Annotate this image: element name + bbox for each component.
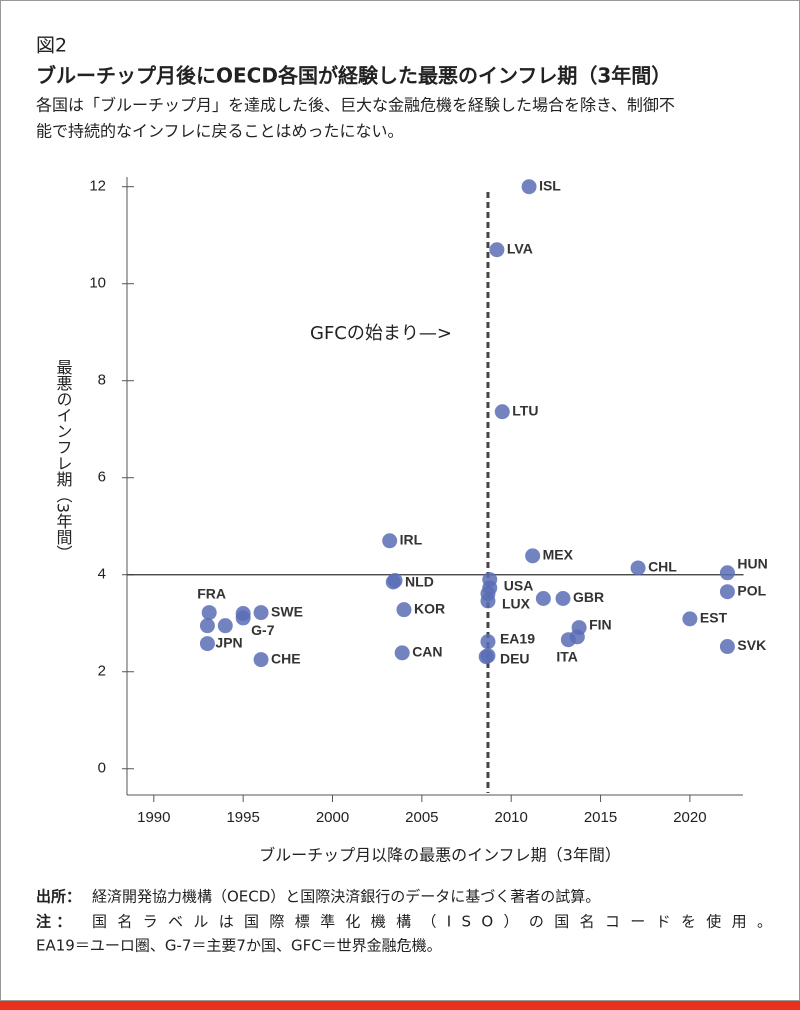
y-tick-label: 10	[89, 275, 106, 292]
point	[385, 574, 401, 590]
figure-label: 図2	[36, 35, 67, 57]
chart-title: ブルーチップ月後にOECD各国が経験した最悪のインフレ期（3年間）	[36, 64, 671, 88]
y-tick-label: 6	[98, 469, 106, 486]
point-label: EA19	[500, 630, 535, 646]
point-label: LTU	[512, 402, 538, 418]
point	[525, 548, 541, 564]
note: EA19＝ユーロ圏、G-7＝主要7か国、GFC＝世界金融危機。	[36, 937, 442, 955]
subtitle: 各国は「ブルーチップ月」を達成した後、巨大な金融危機を経験した場合を除き、制御不	[36, 96, 675, 115]
point-label: HUN	[737, 555, 767, 571]
point	[235, 610, 251, 626]
point	[535, 590, 551, 606]
x-axis-label: ブルーチップ月以降の最悪のインフレ期（3年間）	[259, 846, 621, 865]
point-label: LUX	[502, 595, 531, 611]
point-label: ITA	[556, 648, 578, 664]
point	[199, 618, 215, 634]
point	[630, 560, 646, 576]
point	[555, 590, 571, 606]
point-label: JPN	[215, 634, 242, 650]
point-label: GBR	[573, 589, 604, 605]
point	[478, 649, 494, 665]
point-label: DEU	[500, 650, 530, 666]
point	[480, 593, 496, 609]
x-tick-label: 2000	[316, 809, 349, 826]
point-label: ISL	[539, 177, 561, 193]
point-label: NLD	[405, 573, 434, 589]
point	[521, 179, 537, 195]
point	[217, 618, 233, 634]
point-label: FIN	[589, 616, 612, 632]
point-label: EST	[700, 610, 728, 626]
point-label: LVA	[507, 240, 533, 256]
x-tick-label: 2020	[673, 809, 706, 826]
bottom-bar	[0, 1001, 800, 1010]
point-label: CAN	[412, 644, 442, 660]
point-label: KOR	[414, 600, 445, 616]
point	[253, 652, 269, 668]
x-tick-label: 1995	[226, 809, 259, 826]
point-label: POL	[737, 582, 766, 598]
point	[719, 565, 735, 581]
point-label: IRL	[400, 531, 423, 547]
source-label: 出所：	[36, 888, 81, 906]
point-label: SVK	[737, 637, 766, 653]
point-label: MEX	[543, 547, 574, 563]
point	[199, 636, 215, 652]
note: 国名ラベルは国際標準化機構（ISO）の国名コードを使用。	[92, 913, 772, 931]
x-tick-label: 2010	[495, 809, 528, 826]
point	[480, 634, 496, 650]
point-label: CHE	[271, 650, 301, 666]
point	[682, 611, 698, 627]
y-tick-label: 4	[98, 566, 106, 583]
y-tick-label: 0	[98, 760, 106, 777]
x-tick-label: 1990	[137, 809, 170, 826]
point-label: G-7	[251, 622, 275, 638]
point	[494, 404, 510, 420]
subtitle: 能で持続的なインフレに戻ることはめったにない。	[36, 122, 404, 141]
point-label: USA	[504, 577, 534, 593]
y-axis-label: 最悪のインフレ期（3年間）	[54, 359, 73, 561]
y-tick-label: 2	[98, 663, 106, 680]
y-tick-label: 12	[89, 178, 106, 195]
point	[382, 533, 398, 549]
source: 経済開発協力機構（OECD）と国際決済銀行のデータに基づく著者の試算。	[92, 888, 600, 906]
point	[560, 632, 576, 648]
point	[394, 645, 410, 661]
annotation: GFCの始まり—>	[310, 323, 452, 344]
point-label: CHL	[648, 559, 677, 575]
note-label: 注 ：	[36, 913, 71, 931]
point	[719, 639, 735, 655]
point-label: FRA	[197, 585, 226, 601]
y-tick-label: 8	[98, 372, 106, 389]
point	[489, 242, 505, 258]
x-tick-label: 2015	[584, 809, 617, 826]
point	[253, 605, 269, 621]
point-label: SWE	[271, 603, 303, 619]
point	[201, 605, 217, 621]
point	[719, 584, 735, 600]
point	[396, 602, 412, 618]
x-tick-label: 2005	[405, 809, 438, 826]
